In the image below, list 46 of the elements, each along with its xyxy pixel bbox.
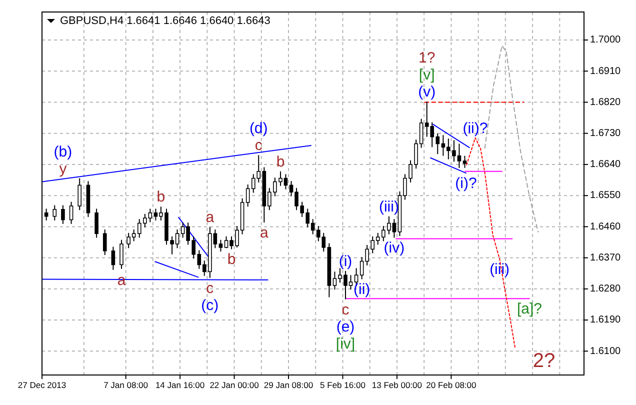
y-tick-label: 1.6280: [590, 284, 622, 295]
y-tick-label: 1.6370: [590, 252, 622, 264]
annotation: [iv]: [336, 335, 356, 352]
annotation: a: [260, 224, 269, 242]
annotation: y: [59, 160, 68, 178]
y-tick-label: 1.6190: [590, 314, 622, 326]
annotation: 2?: [532, 350, 556, 372]
annotation: (d): [249, 120, 268, 138]
annotation: b: [227, 251, 236, 268]
y-tick-label: 1.6730: [590, 128, 622, 139]
x-tick-label: 20 Feb 08:00: [426, 380, 477, 390]
annotation: (b): [54, 143, 72, 160]
annotation: (iv): [384, 240, 405, 257]
annotation: b: [156, 188, 166, 206]
annotation: (i): [338, 252, 352, 270]
y-tick-label: 1.6820: [590, 96, 622, 108]
annotation: b: [276, 153, 285, 170]
annotation: 1?: [418, 50, 436, 67]
annotation: c: [206, 280, 214, 297]
x-tick-label: 14 Jan 16:00: [155, 380, 205, 390]
annotation: [v]: [418, 66, 435, 84]
annotation: (iii): [490, 260, 510, 278]
chart-title: GBPUSD,H4 1.6641 1.6646 1.6640 1.6643: [60, 15, 270, 27]
y-tick-label: 1.6550: [590, 190, 622, 202]
y-tick-label: 1.6100: [590, 346, 622, 357]
annotation: (iii): [378, 198, 399, 216]
annotation: (ii): [354, 281, 370, 298]
x-tick-label: 22 Jan 00:00: [210, 380, 260, 390]
x-tick-label: 13 Feb 00:00: [372, 380, 422, 390]
y-tick-label: 1.6640: [590, 159, 622, 170]
annotation: (e): [336, 318, 355, 336]
y-tick-label: 1.6910: [590, 66, 622, 77]
x-tick-label: 5 Feb 16:00: [320, 380, 366, 390]
annotation: [a]?: [516, 300, 542, 318]
annotation: c: [342, 301, 350, 318]
annotation: (ii)?: [462, 120, 488, 137]
annotation: (v): [418, 84, 436, 101]
x-tick-label: 7 Jan 08:00: [104, 380, 148, 390]
annotation: a: [206, 209, 215, 226]
annotation: (c): [201, 296, 219, 314]
x-tick-label: 29 Jan 08:00: [264, 380, 314, 390]
y-tick-label: 1.7000: [590, 34, 622, 46]
y-tick-label: 1.6460: [590, 221, 622, 232]
annotation: c: [254, 137, 263, 154]
x-tick-label: 27 Dec 2013: [18, 380, 66, 390]
annotation: (i)?: [455, 175, 477, 192]
